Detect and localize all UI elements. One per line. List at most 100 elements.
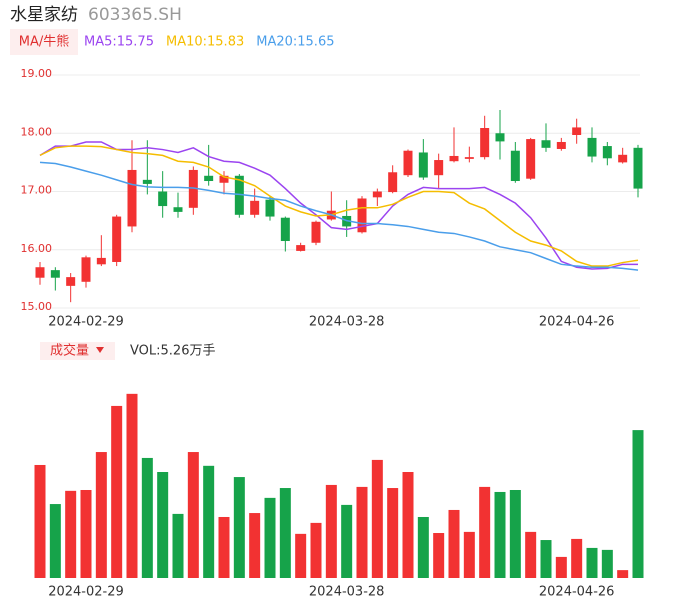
volume-bar	[218, 516, 230, 578]
candle-body	[572, 127, 582, 135]
volume-bar	[126, 393, 138, 578]
volume-button[interactable]: 成交量	[50, 343, 89, 359]
dropdown-arrow[interactable]	[96, 347, 104, 353]
candle-body	[296, 245, 306, 251]
x-tick-label: 2024-04-26	[539, 585, 615, 600]
candle-body	[204, 175, 214, 182]
candle-body	[526, 139, 536, 179]
candle-body	[158, 191, 168, 207]
candle-body	[388, 172, 398, 193]
legend-entry: MA10:15.83	[166, 35, 244, 50]
volume-bar	[341, 504, 353, 578]
volume-bar	[555, 556, 567, 578]
volume-bar	[371, 459, 383, 578]
volume-bar	[617, 570, 629, 578]
volume-bar	[601, 549, 613, 578]
volume-bar	[463, 531, 475, 578]
candle-body	[449, 155, 459, 162]
candle-body	[357, 198, 367, 233]
volume-bar	[233, 477, 245, 578]
candle-body	[219, 175, 229, 183]
volume-bar	[479, 486, 491, 578]
candle-body	[234, 175, 244, 215]
candle-body	[510, 150, 520, 182]
x-tick-label: 2024-04-26	[539, 315, 615, 330]
candle-body	[372, 191, 382, 198]
volume-bar	[49, 504, 61, 578]
legend-entry: MA5:15.75	[84, 35, 154, 50]
x-tick-label: 2024-03-28	[309, 315, 385, 330]
volume-bar	[356, 486, 368, 578]
volume-bar	[249, 513, 261, 578]
y-tick-label: 16.00	[21, 242, 53, 255]
volume-bar	[95, 452, 107, 578]
volume-bar	[203, 465, 215, 578]
candle-body	[541, 140, 551, 148]
candle-body	[418, 152, 428, 178]
ma-button[interactable]: MA/牛熊	[19, 34, 70, 50]
candle-body	[81, 257, 91, 282]
volume-bar	[172, 513, 184, 578]
ma-line	[39, 161, 639, 271]
x-tick-label: 2024-02-29	[48, 585, 124, 600]
volume-bar	[433, 533, 445, 578]
volume-bar	[80, 489, 92, 578]
x-tick-label: 2024-03-28	[309, 585, 385, 600]
volume-bar	[187, 452, 199, 578]
candle-body	[142, 179, 152, 184]
candle-body	[618, 154, 628, 163]
volume-bar	[402, 472, 414, 578]
volume-label: VOL:5.26万手	[130, 344, 215, 359]
candle-body	[587, 137, 597, 157]
volume-bar	[111, 405, 123, 578]
candle-body	[265, 199, 275, 217]
volume-bar	[417, 516, 429, 578]
candle-body	[173, 207, 183, 212]
volume-bar	[448, 509, 460, 578]
volume-bar	[141, 457, 153, 578]
volume-bar	[295, 533, 307, 578]
volume-bar	[65, 490, 77, 578]
ma-button-bg[interactable]	[10, 29, 78, 55]
volume-bar	[509, 489, 521, 578]
volume-bar	[310, 522, 322, 578]
candle-body	[311, 221, 321, 243]
volume-bar	[279, 488, 291, 578]
volume-bar	[264, 497, 276, 578]
candle-body	[602, 146, 612, 159]
candle-body	[188, 169, 198, 208]
y-tick-label: 15.00	[21, 300, 53, 313]
legend-entry: MA20:15.65	[256, 35, 334, 50]
candle-body	[464, 157, 474, 159]
candle-body	[112, 216, 122, 262]
x-tick-label: 2024-02-29	[48, 315, 124, 330]
candle-body	[556, 141, 566, 149]
volume-bar	[540, 540, 552, 578]
candle-body	[50, 270, 60, 278]
candle-body	[66, 277, 76, 286]
candle-body	[127, 169, 137, 227]
candle-body	[495, 133, 505, 142]
volume-bar	[586, 547, 598, 578]
volume-bar	[325, 484, 337, 578]
volume-bar	[494, 491, 506, 578]
ma-line	[39, 141, 638, 270]
candle-body	[96, 257, 106, 265]
candle-body	[250, 200, 260, 215]
volume-bar	[525, 531, 537, 578]
volume-bar	[34, 464, 46, 578]
candle-body	[403, 150, 413, 176]
candle-body	[35, 267, 45, 278]
volume-button-bg[interactable]	[40, 342, 115, 360]
volume-bar	[571, 538, 583, 578]
candle-body	[434, 160, 444, 176]
volume-bar	[632, 430, 644, 578]
candle-body	[280, 217, 290, 242]
ma-line	[39, 145, 639, 267]
y-tick-label: 19.00	[21, 67, 53, 80]
volume-bar	[387, 488, 399, 578]
stock-name: 水星家纺	[10, 5, 78, 25]
candle-body	[633, 147, 643, 189]
y-tick-label: 18.00	[21, 125, 53, 138]
